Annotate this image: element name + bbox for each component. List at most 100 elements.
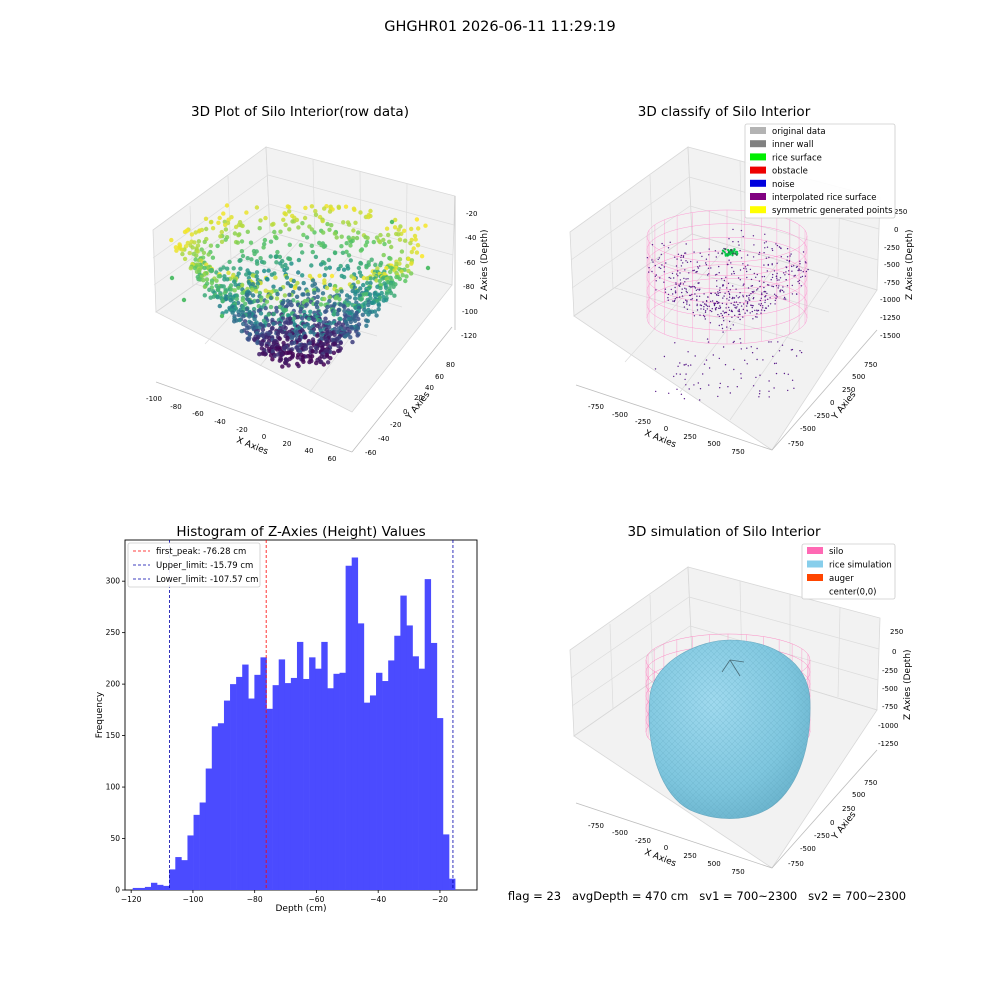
histogram-bar: [424, 579, 432, 890]
raw-data-point: [352, 207, 357, 212]
raw-data-point: [240, 223, 245, 229]
raw-data-point: [354, 235, 360, 241]
histogram-xtick-label: −40: [370, 895, 386, 904]
interpolated-point: [738, 296, 741, 298]
simulation-ytick: 250: [842, 805, 855, 813]
raw-data-point: [209, 280, 215, 286]
interpolated-point: [730, 262, 732, 264]
raw-data-point: [296, 257, 302, 263]
rice-surface-point: [727, 248, 730, 252]
interpolated-point: [751, 352, 754, 354]
raw-data-point: [354, 300, 359, 305]
classify-ytick: -250: [814, 412, 830, 420]
raw-data-point: [323, 266, 329, 271]
raw-data-point: [320, 218, 325, 224]
interpolated-point: [722, 317, 724, 319]
interpolated-point: [740, 305, 743, 307]
interpolated-point: [679, 272, 681, 274]
raw-data-point: [277, 254, 283, 260]
raw-data-point: [187, 250, 192, 256]
interpolated-point: [725, 311, 727, 314]
interpolated-point: [686, 261, 689, 263]
interpolated-point: [756, 347, 758, 350]
histogram-bar: [345, 565, 352, 890]
raw-data-point: [272, 229, 277, 235]
interpolated-point: [710, 267, 712, 269]
interpolated-point: [761, 293, 763, 296]
raw-data-point: [210, 226, 216, 231]
interpolated-point: [737, 297, 739, 299]
raw-data-point: [356, 265, 362, 271]
histogram-bar: [157, 884, 164, 890]
interpolated-point: [776, 279, 778, 281]
interpolated-point: [655, 390, 657, 393]
interpolated-point: [692, 269, 694, 272]
raw-data-point: [370, 300, 375, 305]
interpolated-point: [731, 316, 733, 318]
raw-data-point: [400, 273, 405, 278]
interpolated-point: [769, 297, 771, 299]
raw-ytick: 80: [446, 361, 455, 369]
raw-data-point: [335, 348, 341, 354]
raw-data-point: [199, 247, 204, 252]
raw-data-point: [364, 323, 369, 328]
interpolated-point: [697, 266, 699, 268]
interpolated-point: [727, 282, 730, 285]
interpolated-point: [692, 285, 694, 288]
interpolated-point: [775, 362, 777, 364]
interpolated-point: [791, 265, 793, 267]
raw-data-point: [280, 364, 285, 369]
raw-data-point: [320, 291, 326, 296]
interpolated-point: [715, 256, 717, 258]
interpolated-point: [716, 285, 718, 287]
interpolated-point: [740, 377, 742, 379]
histogram-bar: [163, 885, 170, 890]
interpolated-point: [751, 304, 753, 307]
interpolated-point: [740, 348, 742, 350]
raw-data-point: [218, 267, 223, 272]
raw-data-point: [408, 241, 413, 246]
raw-data-point: [336, 266, 341, 272]
interpolated-point: [781, 289, 784, 292]
interpolated-point: [686, 303, 688, 305]
interpolated-point: [719, 287, 721, 289]
raw-data-point: [336, 308, 341, 313]
simulation-ztick: -1250: [878, 740, 898, 748]
raw-data-point: [217, 215, 222, 221]
raw-data-point: [366, 302, 371, 308]
interpolated-point: [708, 305, 710, 307]
interpolated-point: [735, 288, 737, 290]
interpolated-point: [740, 229, 743, 232]
raw-data-point: [342, 334, 348, 339]
interpolated-point: [786, 285, 789, 287]
raw-data-point: [226, 270, 231, 275]
raw-data-point: [309, 263, 314, 268]
interpolated-point: [681, 295, 684, 297]
raw-data-point: [363, 243, 368, 248]
interpolated-point: [791, 293, 794, 295]
raw-data-point: [209, 268, 214, 274]
raw-data-point: [174, 248, 179, 253]
classify-legend-label: rice surface: [772, 153, 822, 163]
raw-data-point: [308, 330, 313, 335]
raw-data-point: [305, 292, 311, 297]
interpolated-point: [685, 243, 687, 245]
interpolated-point: [746, 303, 749, 305]
interpolated-point: [751, 291, 753, 293]
interpolated-point: [764, 247, 766, 249]
raw-data-point: [368, 208, 373, 214]
simulation-ztick: -250: [882, 667, 898, 675]
interpolated-point: [685, 363, 687, 365]
raw-data-point: [268, 353, 274, 358]
raw-data-point: [232, 231, 238, 236]
raw-data-point: [216, 220, 221, 225]
raw-data-point: [382, 241, 387, 247]
histogram-bar: [242, 664, 249, 890]
interpolated-point: [728, 238, 730, 240]
interpolated-point: [746, 305, 748, 307]
raw-data-point: [262, 241, 267, 247]
interpolated-point: [693, 384, 695, 386]
raw-data-point: [352, 276, 357, 281]
interpolated-point: [726, 326, 728, 328]
interpolated-point: [760, 297, 762, 299]
